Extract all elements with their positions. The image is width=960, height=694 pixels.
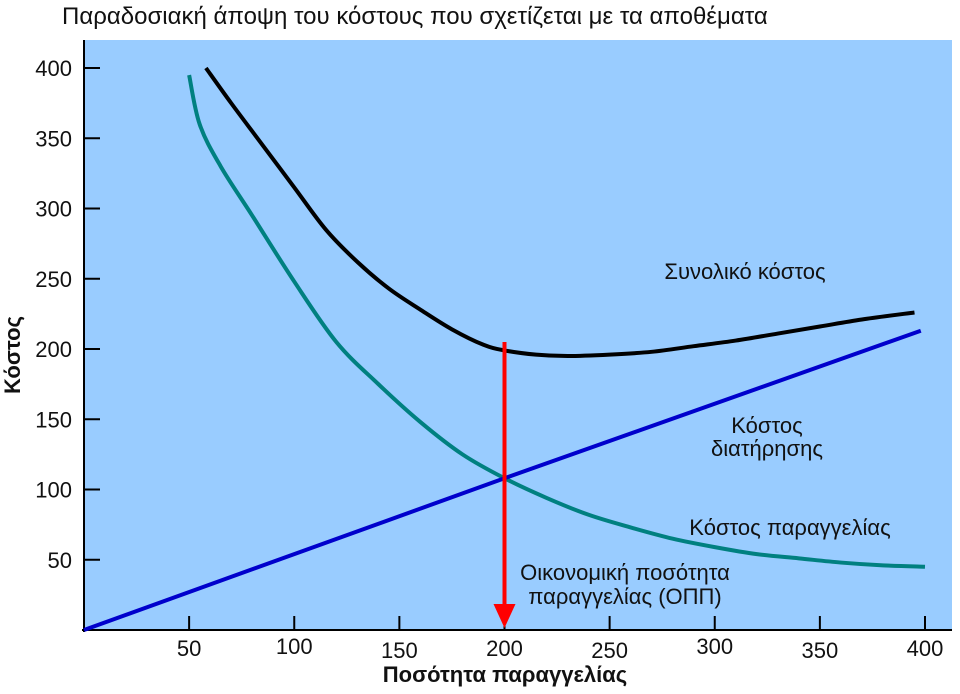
x-tick-label: 400 bbox=[907, 636, 944, 661]
y-tick-label: 300 bbox=[35, 197, 72, 222]
series-label-total: Συνολικό κόστος bbox=[664, 259, 825, 284]
y-tick-label: 50 bbox=[48, 548, 72, 573]
x-tick-label: 150 bbox=[381, 638, 418, 663]
series-label-holding-line1: Κόστος bbox=[731, 413, 802, 438]
y-tick-label: 200 bbox=[35, 337, 72, 362]
x-axis-title: Ποσότητα παραγγελίας bbox=[383, 662, 627, 687]
eoq-arrow-head bbox=[493, 604, 516, 628]
y-tick-label: 400 bbox=[35, 56, 72, 81]
series-label-ordering: Κόστος παραγγελίας bbox=[689, 515, 890, 540]
series-label-holding-line2: διατήρησης bbox=[711, 436, 823, 461]
axes: 50 100 150 200 250 300 350 400 50 100 150 200 250 300… bbox=[35, 40, 952, 663]
y-tick-label: 250 bbox=[35, 267, 72, 292]
y-tick-label: 150 bbox=[35, 407, 72, 432]
x-tick-label: 250 bbox=[591, 638, 628, 663]
y-tick-label: 350 bbox=[35, 126, 72, 151]
eoq-label-line2: παραγγελίας (ΟΠΠ) bbox=[528, 584, 722, 609]
y-tick-label: 100 bbox=[35, 478, 72, 503]
x-tick-label: 50 bbox=[177, 636, 201, 661]
x-tick-label: 350 bbox=[802, 638, 839, 663]
plot-background bbox=[84, 40, 952, 630]
eoq-label-line1: Οικονομική ποσότητα bbox=[520, 560, 730, 585]
x-tick-label: 300 bbox=[696, 634, 733, 659]
x-tick-label: 200 bbox=[486, 636, 523, 661]
series-line-ordering bbox=[187, 74, 926, 569]
x-tick-label: 100 bbox=[276, 634, 313, 659]
y-axis-title: Κόστος bbox=[0, 316, 25, 394]
chart-title: Παραδοσιακή άποψη του κόστους που σχετίζ… bbox=[62, 3, 768, 30]
